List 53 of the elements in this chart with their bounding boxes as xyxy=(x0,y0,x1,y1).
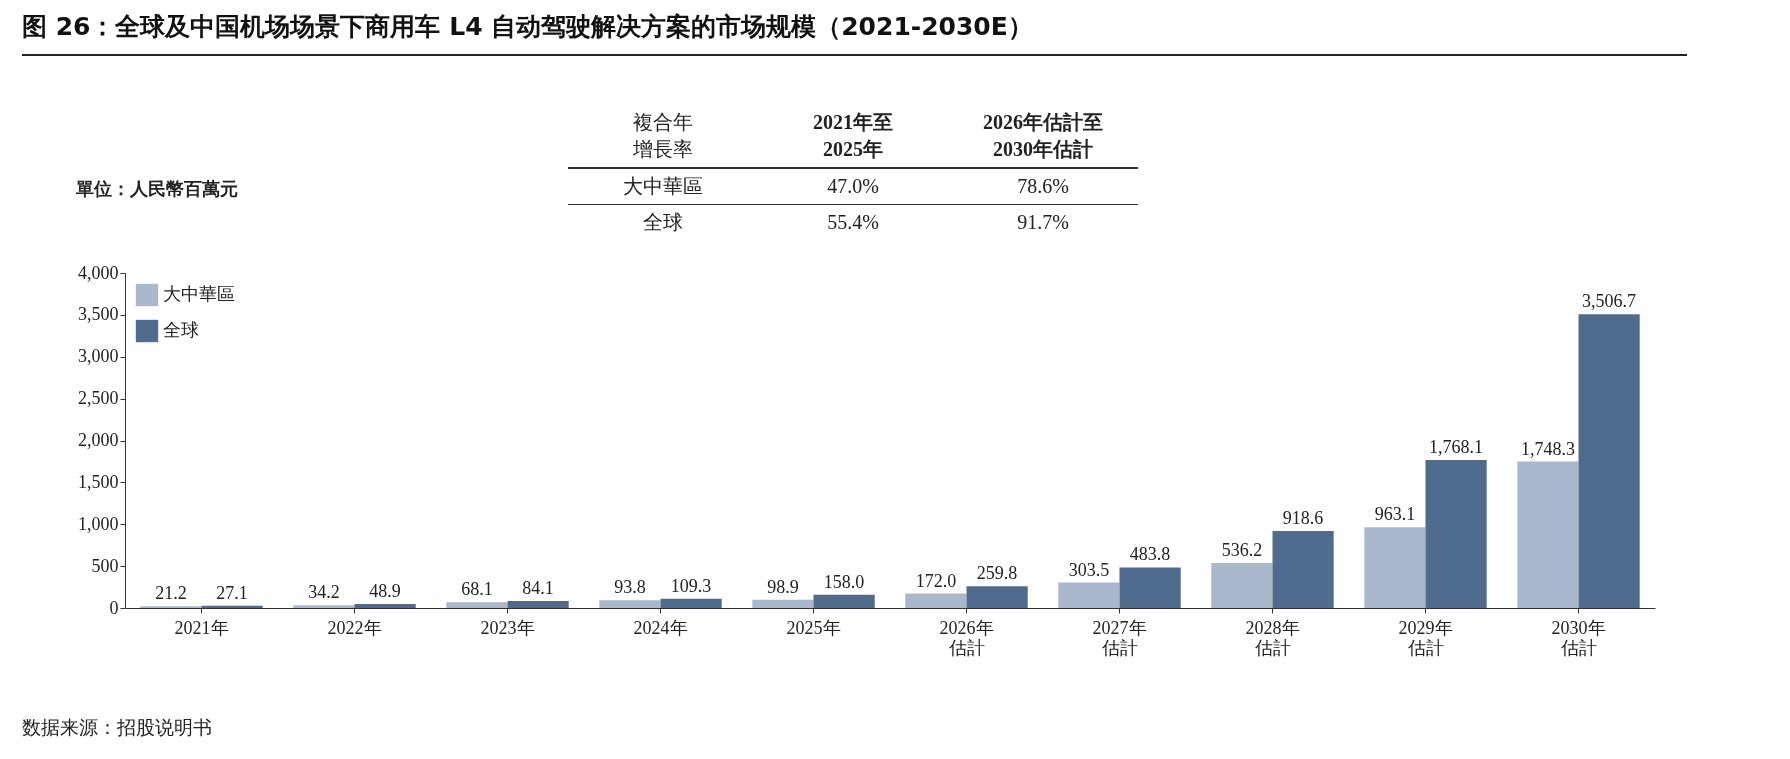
x-tick-label: 2021年 xyxy=(174,617,229,638)
data-label: 158.0 xyxy=(823,571,865,592)
data-label: 34.2 xyxy=(308,582,340,603)
text: 55.4% xyxy=(826,210,880,235)
data-label: 68.1 xyxy=(461,579,493,600)
data-label: 27.1 xyxy=(216,582,248,603)
x-tick-label: 2024年 xyxy=(633,617,688,638)
source-note: 数据来源：招股说明书 xyxy=(22,715,212,740)
y-tick-label: 0 xyxy=(109,597,119,618)
text: 91.7% xyxy=(1016,210,1070,235)
text: 78.6% xyxy=(948,168,1138,205)
data-label: 98.9 xyxy=(767,576,799,597)
data-label: 1,748.3 xyxy=(1520,438,1575,459)
data-label: 918.6 xyxy=(1282,508,1324,529)
x-tick-label: 2023年 xyxy=(480,617,535,638)
data-label: 3,506.7 xyxy=(1582,291,1637,312)
x-tick-label: 2028年估計 xyxy=(1245,617,1300,658)
text: 複合年增長率 xyxy=(568,105,758,168)
text: 47.0% xyxy=(758,168,948,205)
legend-label: 全球 xyxy=(163,319,199,340)
y-tick-label: 500 xyxy=(91,555,119,576)
y-tick-label: 1,500 xyxy=(78,471,119,492)
data-label: 48.9 xyxy=(369,580,401,601)
text: 全球 xyxy=(642,210,684,235)
legend-label: 大中華區 xyxy=(163,283,235,304)
data-label: 963.1 xyxy=(1374,504,1416,525)
y-tick-label: 4,000 xyxy=(78,262,119,283)
chart-title: 图 26：全球及中国机场场景下商用车 L4 自动驾驶解决方案的市场规模（2021-2030E） xyxy=(22,11,1033,43)
data-label: 84.1 xyxy=(522,577,554,598)
x-tick-label: 2027年估計 xyxy=(1092,617,1147,658)
text: 2026年估計至2030年估計 xyxy=(948,105,1138,168)
y-axis-title: 單位：人民幣百萬元 xyxy=(74,177,238,199)
text: 2021年至2025年 xyxy=(758,105,948,168)
x-tick-label: 2022年 xyxy=(327,617,382,638)
data-label: 109.3 xyxy=(670,575,712,596)
x-tick-label: 2029年估計 xyxy=(1398,617,1453,658)
y-tick-label: 1,000 xyxy=(78,513,119,534)
data-label: 483.8 xyxy=(1129,544,1171,565)
y-tick-label: 2,500 xyxy=(78,388,119,409)
x-tick-label: 2026年估計 xyxy=(939,617,994,658)
y-tick-label: 2,000 xyxy=(78,430,119,450)
x-tick-label: 2030年估計 xyxy=(1551,617,1606,658)
data-label: 536.2 xyxy=(1221,540,1263,561)
data-label: 303.5 xyxy=(1068,559,1110,580)
data-label: 172.0 xyxy=(915,570,957,591)
data-label: 21.2 xyxy=(155,583,187,604)
data-label: 259.8 xyxy=(976,563,1018,584)
y-tick-label: 3,500 xyxy=(78,304,119,325)
data-label: 93.8 xyxy=(614,577,646,598)
y-tick-label: 3,000 xyxy=(78,346,119,367)
data-label: 1,768.1 xyxy=(1429,436,1484,457)
x-tick-label: 2025年 xyxy=(786,617,841,638)
text: 大中華區 xyxy=(568,168,758,205)
